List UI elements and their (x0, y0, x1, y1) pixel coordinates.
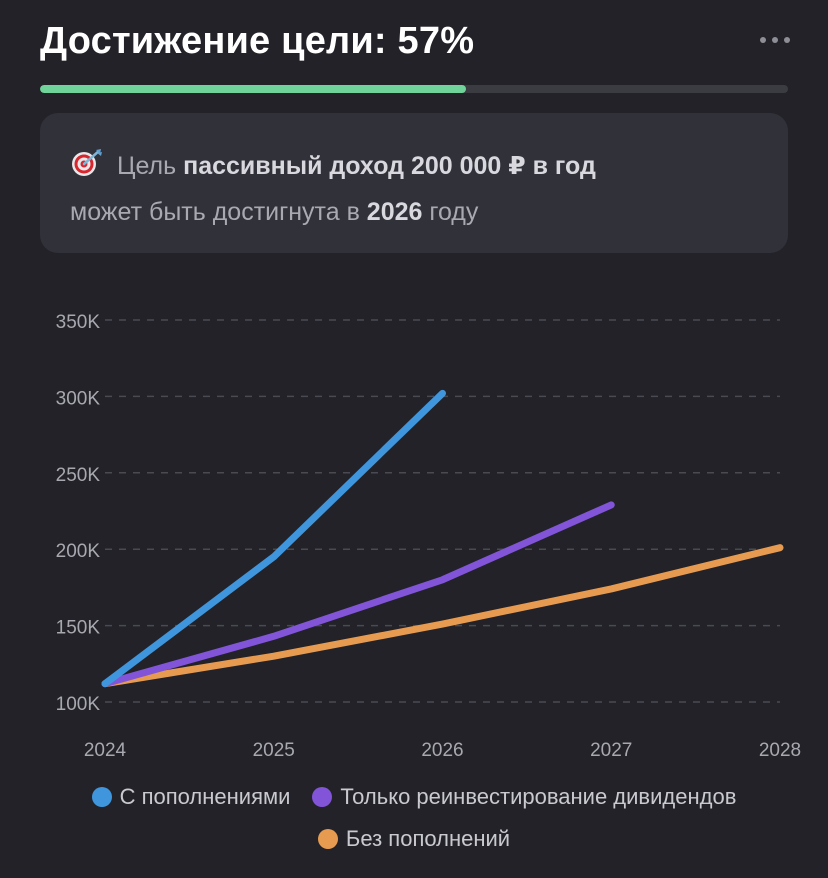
goal-year: 2026 (366, 198, 423, 226)
goal-line-2: может быть достигнута в 2026 году (70, 191, 758, 233)
series-line (101, 544, 784, 688)
x-tick-label: 2025 (253, 740, 295, 761)
y-tick-label: 250K (56, 465, 101, 486)
legend-label: Только реинвестирование дивидендов (340, 784, 737, 809)
legend-item[interactable]: Без пополнений (317, 826, 511, 852)
y-tick-label: 150K (56, 618, 101, 639)
goal-card: Цель пассивный доход 200 000 ₽ в год мож… (40, 113, 788, 253)
more-options-icon[interactable] (752, 20, 798, 60)
legend-dot-icon (317, 829, 338, 849)
more-dot (772, 37, 778, 43)
goal-progress-bar (40, 85, 788, 93)
y-tick-label: 300K (56, 388, 101, 409)
legend-dot-icon (312, 787, 333, 807)
target-dart-icon (70, 148, 104, 191)
header: Достижение цели: 57% (40, 18, 798, 68)
series-line (101, 389, 446, 688)
legend-label: Без пополнений (345, 826, 511, 851)
legend-label: С пополнениями (119, 784, 291, 809)
goal-progress-fill (40, 85, 467, 93)
x-tick-label: 2024 (84, 740, 127, 761)
x-tick-label: 2027 (590, 740, 632, 761)
chart-legend: С пополнениями Только реинвестирование ди… (0, 780, 828, 864)
y-tick-label: 100K (56, 694, 101, 715)
x-tick-label: 2026 (421, 740, 463, 761)
y-tick-label: 200K (56, 541, 101, 562)
series-line (101, 501, 615, 688)
projection-line-chart: 100K 150K 200K 250K 300K 350K 2024 2025 2026 2027… (56, 312, 802, 761)
legend-row: Без пополнений (0, 822, 828, 856)
goal-name: пассивный доход 200 000 ₽ в год (183, 152, 596, 180)
goal-line-1: Цель пассивный доход 200 000 ₽ в год (70, 145, 758, 191)
legend-row: С пополнениями Только реинвестирование ди… (0, 780, 828, 814)
more-dot (760, 37, 766, 43)
x-tick-label: 2028 (759, 740, 801, 761)
goal-suffix: году (429, 198, 479, 226)
legend-item[interactable]: С пополнениями (91, 784, 291, 810)
legend-dot-icon (91, 787, 112, 807)
goal-prefix: Цель (116, 152, 177, 180)
legend-item[interactable]: Только реинвестирование дивидендов (312, 784, 736, 810)
goal-middle-text: может быть достигнута в (70, 198, 360, 226)
y-tick-label: 350K (56, 312, 101, 333)
page-title: Достижение цели: 57% (40, 20, 475, 62)
more-dot (784, 37, 790, 43)
